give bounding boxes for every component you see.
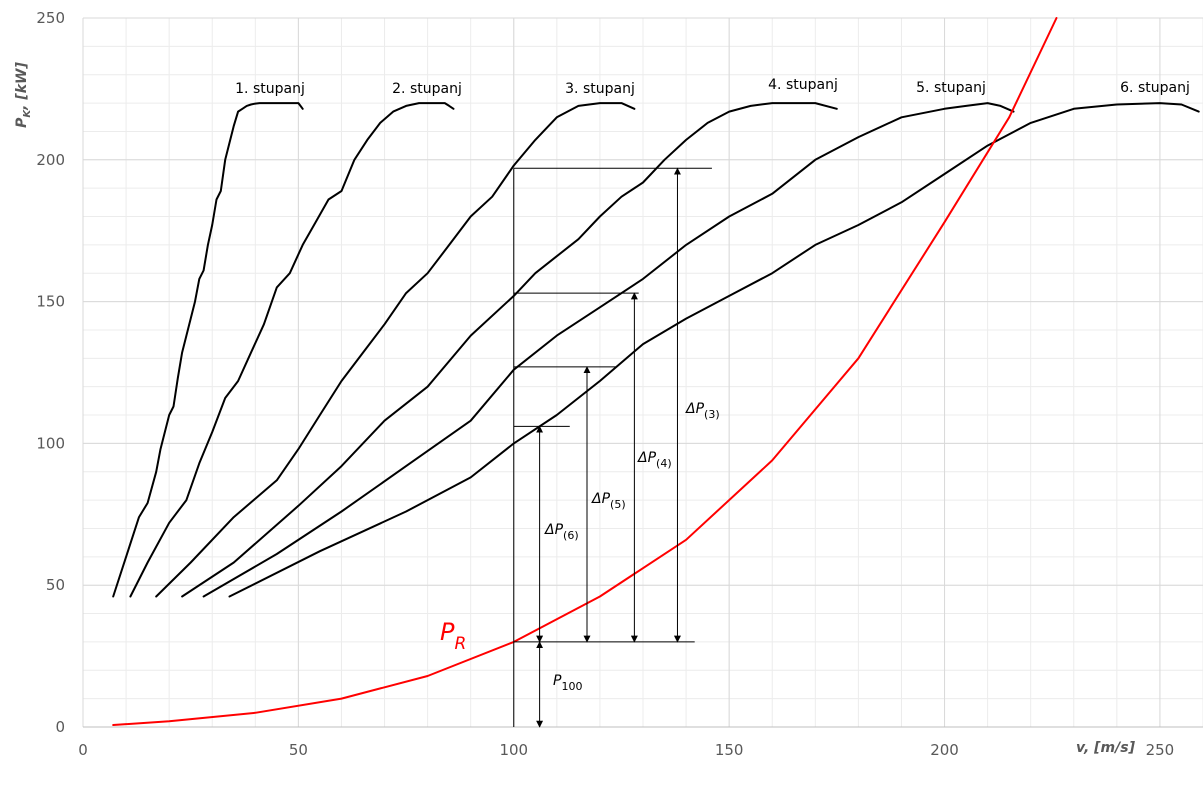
gear-label-1: 1. stupanj bbox=[235, 81, 305, 97]
gear-label-5: 5. stupanj bbox=[916, 80, 986, 96]
y-tick-label: 50 bbox=[46, 576, 65, 594]
gear-label-6: 6. stupanj bbox=[1120, 80, 1190, 96]
delta-power-label-6: ΔP(6) bbox=[544, 522, 579, 542]
gear-curve-3 bbox=[155, 102, 636, 598]
x-tick-label: 200 bbox=[930, 741, 959, 759]
x-tick-label: 50 bbox=[289, 741, 308, 759]
minor-gridlines bbox=[82, 17, 1203, 728]
series-lines bbox=[112, 17, 1200, 726]
x-tick-label: 100 bbox=[499, 741, 528, 759]
gear-label-2: 2. stupanj bbox=[392, 81, 462, 97]
y-tick-label: 200 bbox=[36, 151, 65, 169]
resistance-power-curve bbox=[112, 17, 1058, 726]
tick-labels: 0 50 100 150 200 250 0 50 100 150 200 250 bbox=[36, 9, 1174, 759]
gear-curve-4 bbox=[181, 102, 838, 598]
y-tick-label: 150 bbox=[36, 293, 65, 311]
series-labels: 1. stupanj 2. stupanj 3. stupanj 4. stupanj… bbox=[235, 77, 1190, 654]
x-tick-label: 150 bbox=[715, 741, 744, 759]
x-tick-label: 0 bbox=[78, 741, 88, 759]
x-tick-label: 250 bbox=[1146, 741, 1175, 759]
y-tick-label: 250 bbox=[36, 9, 65, 27]
p100-label: P100 bbox=[553, 673, 582, 693]
y-tick-label: 0 bbox=[55, 718, 65, 736]
annotations: ΔP(3) ΔP(4) ΔP(5) ΔP(6) P100 bbox=[513, 167, 720, 728]
axis-titles: PK, [kW] v, [m/s] bbox=[14, 62, 1136, 756]
gear-curve-6 bbox=[228, 102, 1200, 598]
y-axis-title: PK, [kW] bbox=[14, 62, 33, 128]
y-tick-label: 100 bbox=[36, 434, 65, 452]
gear-label-4: 4. stupanj bbox=[768, 77, 838, 93]
resistance-curve-label: PR bbox=[440, 618, 466, 654]
gear-curve-2 bbox=[129, 102, 455, 598]
gear-label-3: 3. stupanj bbox=[565, 81, 635, 97]
delta-power-label-3: ΔP(3) bbox=[685, 401, 720, 421]
gear-curve-5 bbox=[202, 102, 1015, 598]
x-axis-title: v, [m/s] bbox=[1076, 740, 1136, 756]
gear-curve-1 bbox=[112, 102, 304, 598]
delta-power-label-5: ΔP(5) bbox=[591, 491, 626, 511]
delta-power-label-4: ΔP(4) bbox=[637, 450, 672, 470]
